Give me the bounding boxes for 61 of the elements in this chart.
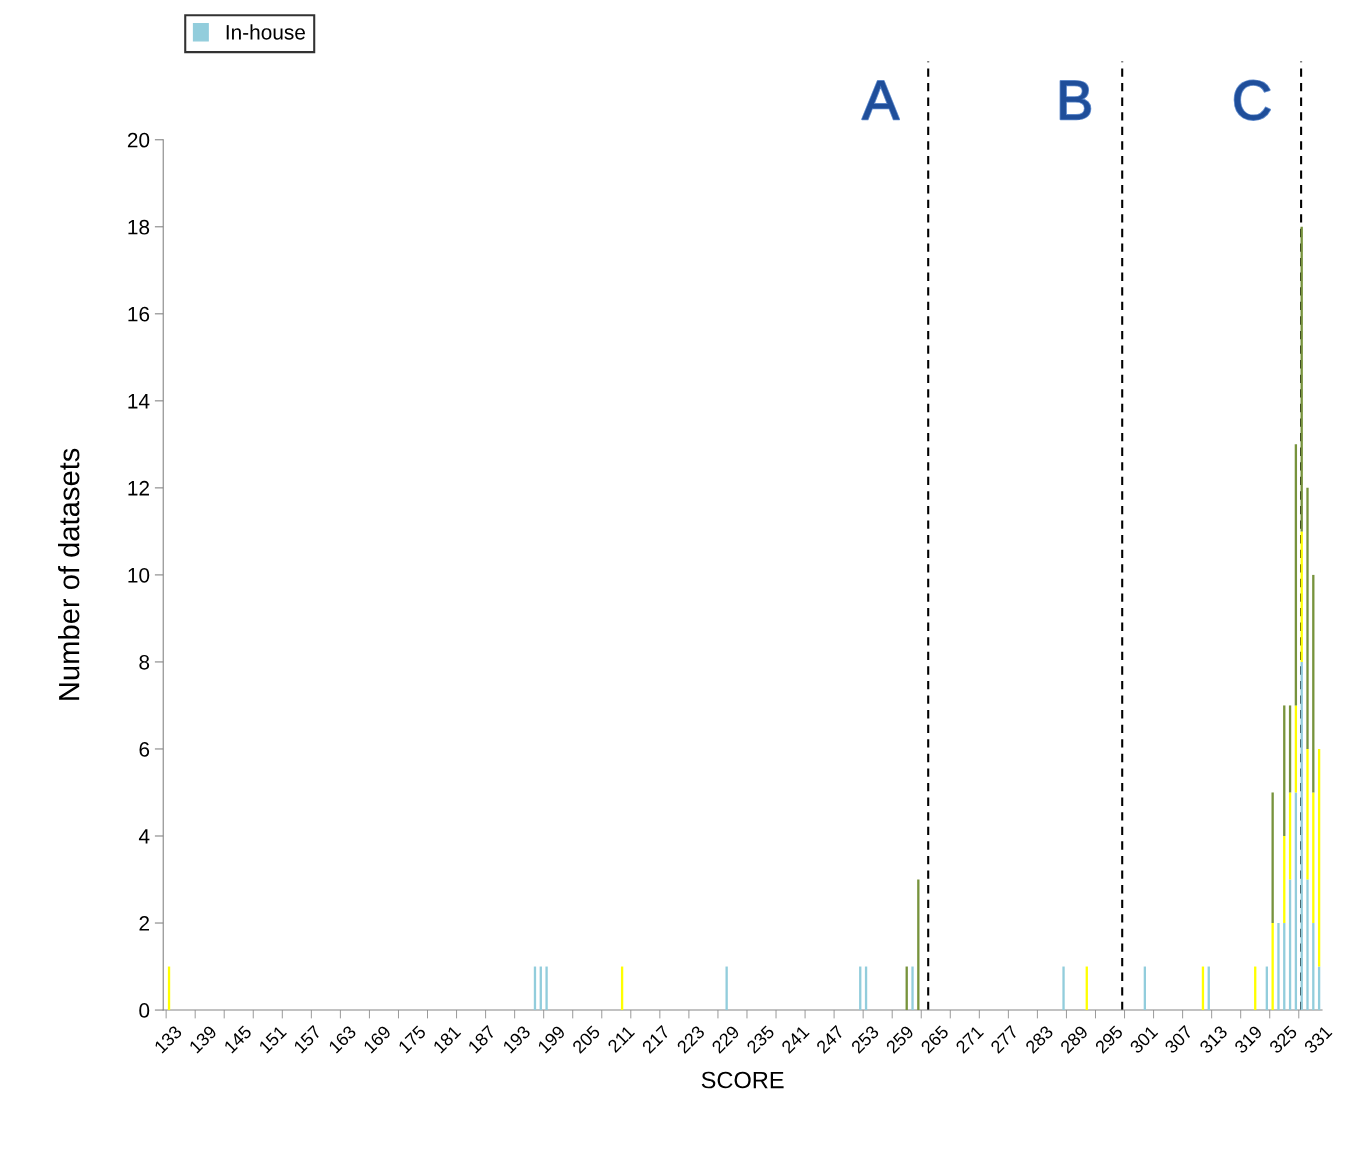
x-tick-label: 205 <box>571 1024 601 1054</box>
x-axis-title: SCORE <box>701 1071 784 1089</box>
x-tick-label: 325 <box>1268 1024 1298 1055</box>
x-tick-label: 145 <box>223 1024 253 1054</box>
ref-line-label: B <box>1060 81 1091 120</box>
x-tick-label: 217 <box>641 1024 671 1054</box>
y-tick-label: 16 <box>128 306 150 322</box>
bar <box>911 966 914 1011</box>
x-tick-label: 235 <box>745 1024 776 1054</box>
bar <box>725 966 728 1011</box>
x-tick-label: 271 <box>954 1024 984 1054</box>
x-tick-label: 313 <box>1198 1024 1229 1055</box>
y-tick-label: 4 <box>138 829 150 844</box>
y-tick-label: 0 <box>139 1003 150 1018</box>
x-tick-label: 301 <box>1129 1024 1159 1055</box>
x-tick-label: 193 <box>502 1024 532 1054</box>
legend-label: In-house <box>226 24 305 40</box>
y-axis-title: Number of datasets <box>58 448 80 700</box>
bar <box>1306 748 1309 880</box>
x-tick-label: 133 <box>153 1024 183 1054</box>
x-tick-label: 211 <box>606 1024 635 1053</box>
x-tick-label: 139 <box>188 1024 218 1054</box>
x-tick-label: 229 <box>711 1024 741 1054</box>
x-tick-label: 169 <box>362 1024 392 1054</box>
y-tick-label: 12 <box>128 480 149 496</box>
x-tick-label: 331 <box>1303 1024 1333 1055</box>
x-tick-label: 289 <box>1059 1024 1089 1054</box>
ref-line-label: A <box>862 81 900 120</box>
x-tick-label: 181 <box>432 1024 462 1054</box>
y-tick-label: 18 <box>128 219 150 235</box>
y-tick-label: 10 <box>128 567 150 583</box>
y-tick-label: 14 <box>128 394 150 409</box>
bar <box>545 966 548 1011</box>
x-tick-label: 199 <box>537 1024 566 1054</box>
x-tick-label: 151 <box>258 1025 288 1054</box>
x-tick-label: 247 <box>815 1024 845 1054</box>
x-tick-label: 259 <box>885 1024 915 1054</box>
x-tick-label: 163 <box>328 1024 357 1054</box>
x-tick-label: 157 <box>293 1025 322 1054</box>
ref-line-label: C <box>1234 80 1270 120</box>
bar <box>1271 792 1274 924</box>
y-tick-label: 20 <box>127 132 150 148</box>
x-tick-label: 277 <box>989 1024 1019 1054</box>
x-tick-label: 307 <box>1163 1024 1194 1055</box>
x-tick-label: 265 <box>920 1024 950 1054</box>
bar <box>1277 923 1280 1011</box>
y-tick-label: 8 <box>139 654 150 670</box>
x-tick-label: 175 <box>397 1024 427 1054</box>
x-tick-label: 283 <box>1024 1024 1054 1054</box>
bar <box>1271 923 1274 1011</box>
x-tick-label: 319 <box>1233 1024 1263 1055</box>
x-tick-label: 241 <box>780 1024 810 1054</box>
y-tick-label: 6 <box>139 741 150 757</box>
bar <box>1306 487 1309 749</box>
x-tick-label: 223 <box>676 1024 706 1054</box>
x-tick-label: 295 <box>1094 1024 1124 1054</box>
y-tick-label: 2 <box>139 916 149 931</box>
x-tick-label: 187 <box>467 1024 497 1054</box>
bar <box>1062 966 1065 1011</box>
bar <box>1306 879 1309 1011</box>
x-tick-label: 253 <box>850 1024 880 1054</box>
